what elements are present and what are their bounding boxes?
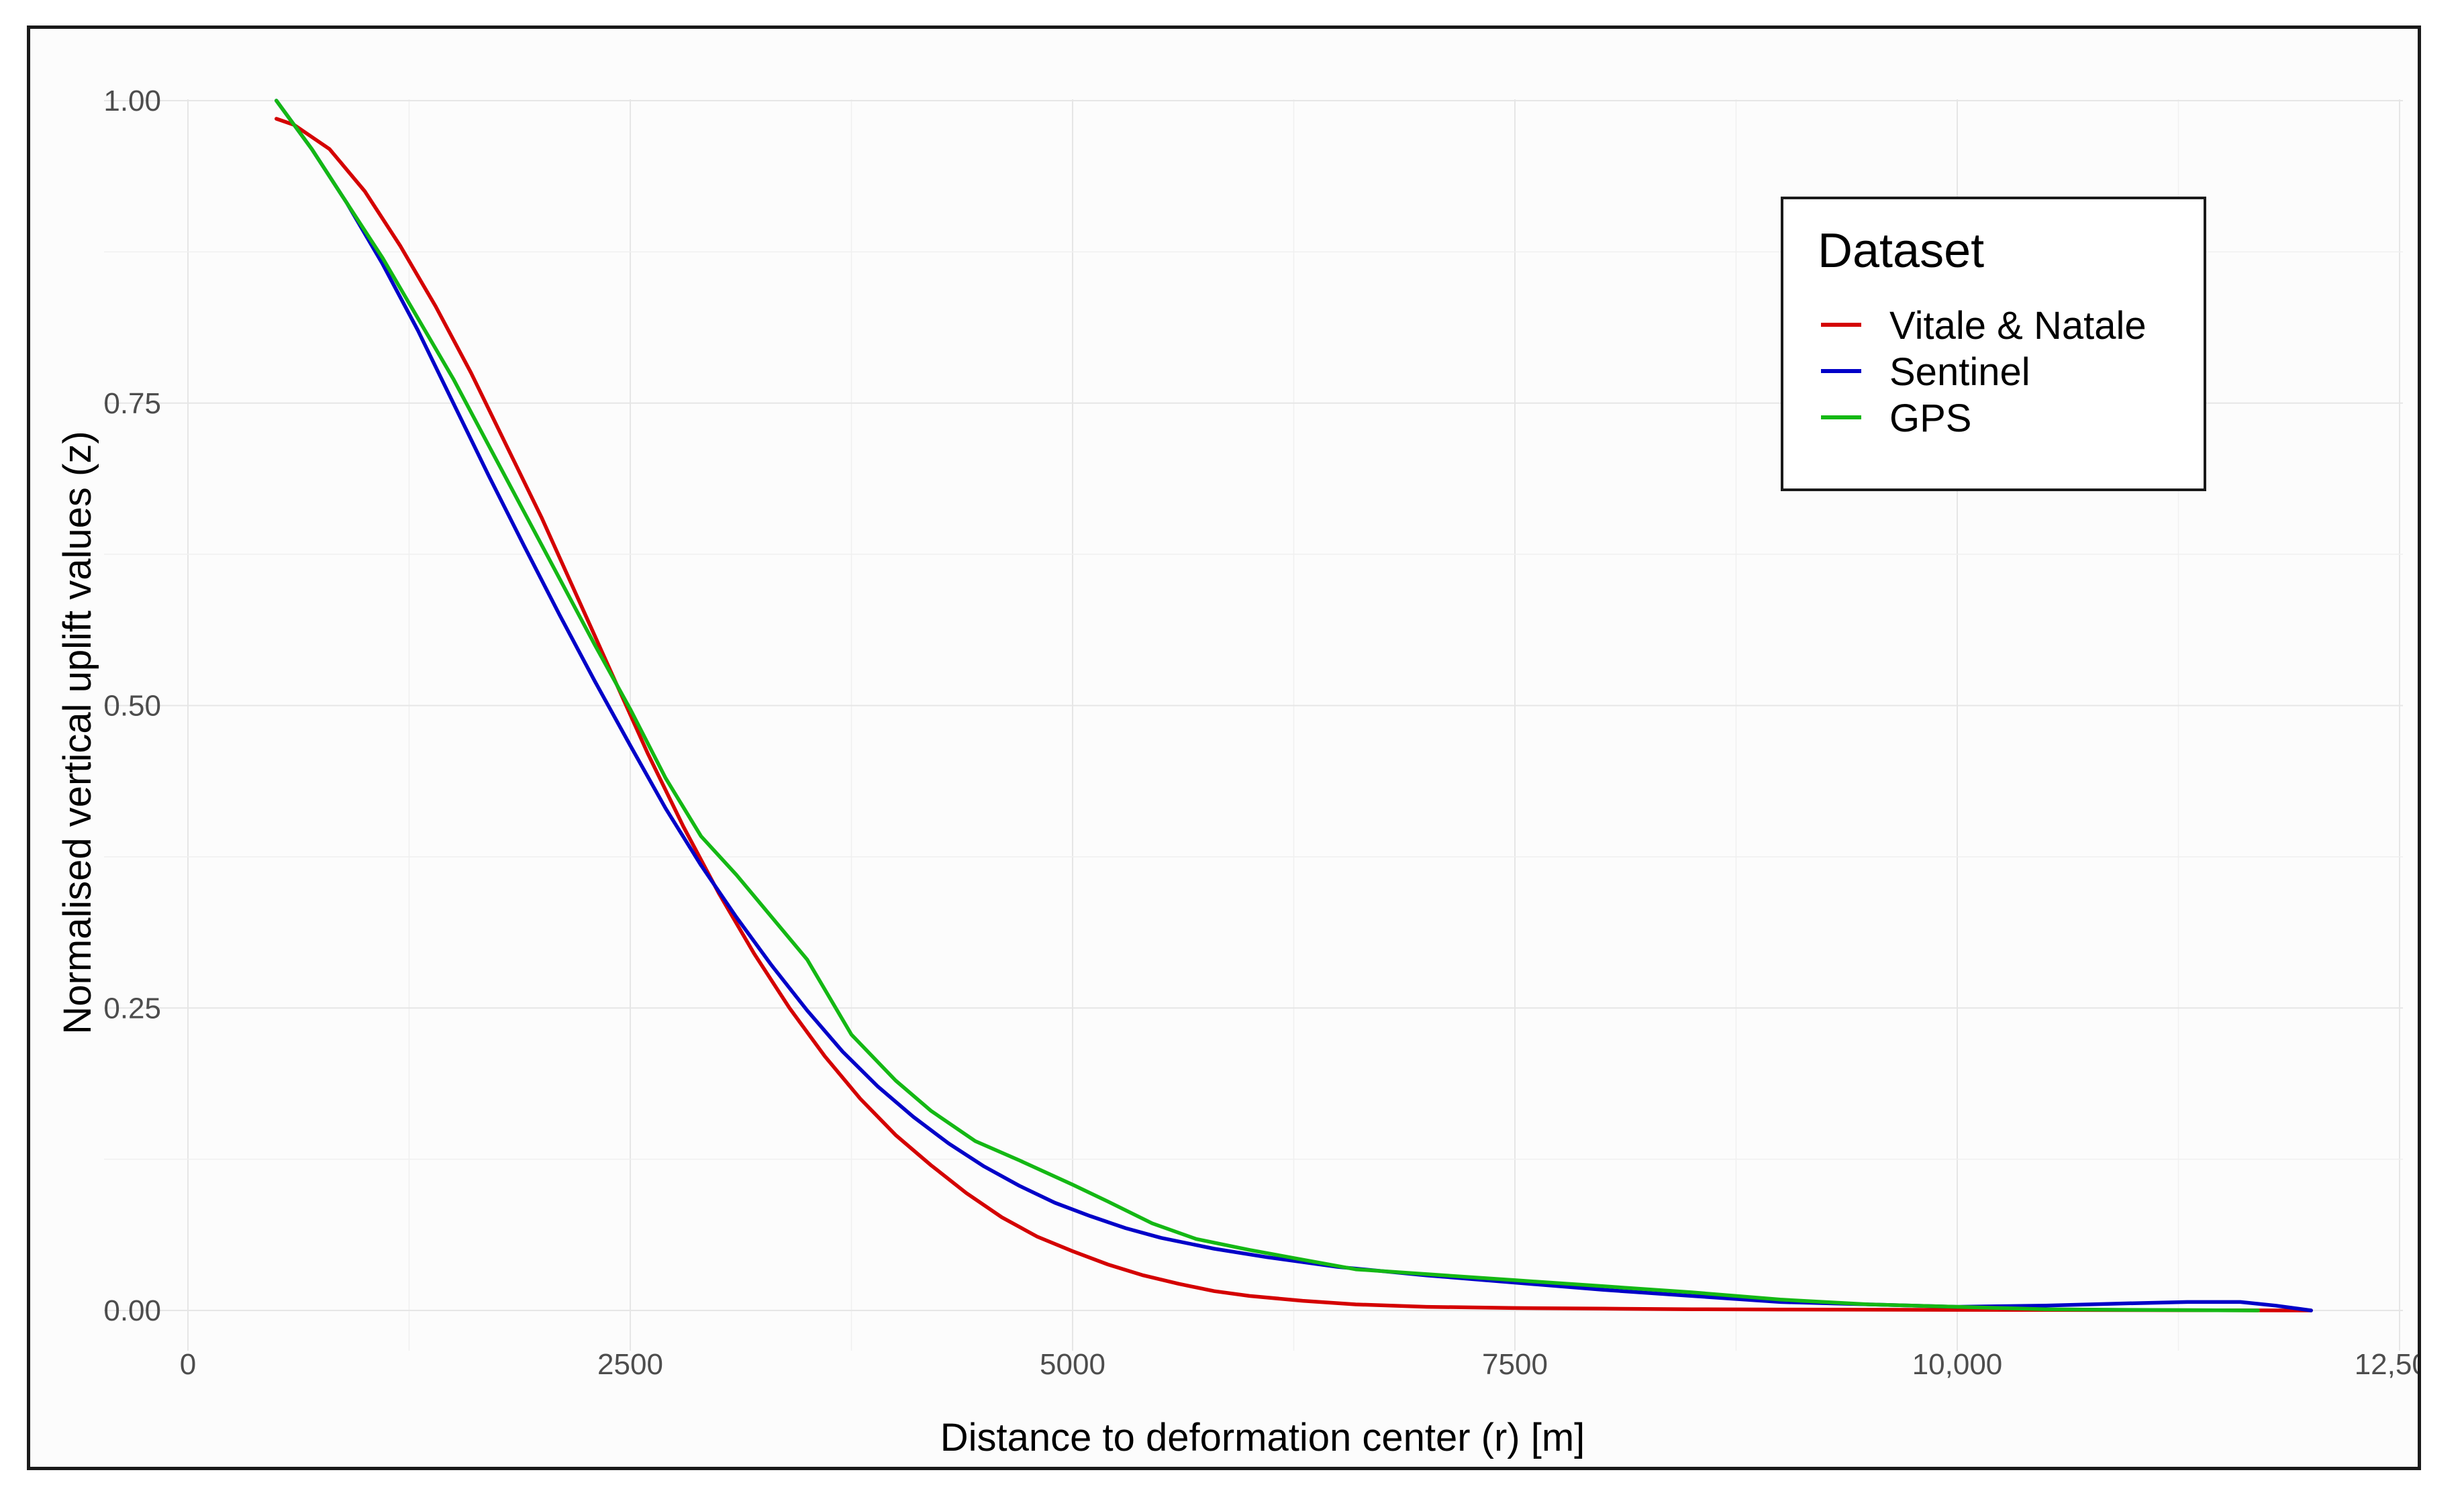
legend-label-gps: GPS bbox=[1889, 397, 1972, 440]
tick-layer: 0 2500 5000 7500 10,000 12,500 0.00 0.25 0.50 0.7… bbox=[103, 85, 2418, 1381]
x-axis-title: Distance to deformation center (r) [m] bbox=[940, 1416, 1585, 1459]
legend-label-vitale-natale: Vitale & Natale bbox=[1889, 304, 2147, 348]
x-tick-label: 2500 bbox=[597, 1348, 663, 1381]
y-tick-label: 0.75 bbox=[103, 387, 161, 420]
line-chart: 0 2500 5000 7500 10,000 12,500 0.00 0.25 0.50 0.7… bbox=[56, 85, 2418, 1459]
series-line-gps bbox=[275, 99, 2260, 1312]
legend-box bbox=[1781, 197, 2206, 491]
y-tick-label: 0.25 bbox=[103, 992, 161, 1025]
series-layer bbox=[275, 99, 2313, 1312]
y-axis-title: Normalised vertical uplift values (z) bbox=[56, 431, 99, 1034]
y-tick-label: 1.00 bbox=[103, 85, 161, 117]
x-tick-label: 10,000 bbox=[1912, 1348, 2003, 1381]
x-tick-label: 7500 bbox=[1482, 1348, 1548, 1381]
grid-layer bbox=[104, 99, 2403, 1351]
y-tick-label: 0.50 bbox=[103, 690, 161, 723]
legend: Dataset Vitale & Natale Sentinel GPS bbox=[1781, 197, 2206, 491]
series-line-vitale-natale bbox=[275, 117, 2313, 1312]
legend-title: Dataset bbox=[1818, 224, 1984, 278]
x-tick-label: 5000 bbox=[1040, 1348, 1105, 1381]
y-tick-label: 0.00 bbox=[103, 1294, 161, 1327]
figure-frame: 0 2500 5000 7500 10,000 12,500 0.00 0.25 0.50 0.7… bbox=[27, 25, 2421, 1470]
x-tick-label: 12,500 bbox=[2355, 1348, 2418, 1381]
legend-label-sentinel: Sentinel bbox=[1889, 350, 2030, 394]
x-tick-label: 0 bbox=[180, 1348, 196, 1381]
